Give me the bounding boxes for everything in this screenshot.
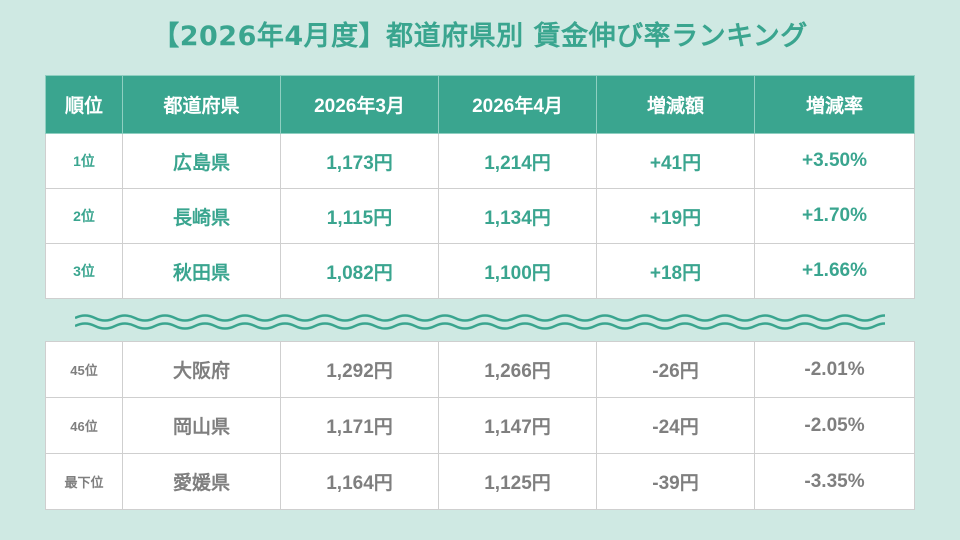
prefecture-cell: 秋田県 bbox=[122, 243, 281, 299]
table-row: 2位 長崎県 1,115円 1,134円 +19円 +1.70% bbox=[45, 188, 915, 244]
prefecture-cell: 大阪府 bbox=[122, 341, 281, 398]
header-rank: 順位 bbox=[45, 75, 123, 134]
change-amount-cell: +41円 bbox=[596, 133, 755, 189]
rank-cell: 最下位 bbox=[45, 453, 123, 510]
change-rate-cell: -2.01% bbox=[754, 341, 915, 398]
header-change-amount: 増減額 bbox=[596, 75, 755, 134]
change-amount-cell: +19円 bbox=[596, 188, 755, 244]
march-wage-cell: 1,164円 bbox=[280, 453, 439, 510]
header-april-2026: 2026年4月 bbox=[438, 75, 597, 134]
april-wage-cell: 1,266円 bbox=[438, 341, 597, 398]
change-amount-cell: +18円 bbox=[596, 243, 755, 299]
change-rate-cell: +1.66% bbox=[754, 243, 915, 299]
page-title: 【2026年4月度】都道府県別 賃金伸び率ランキング bbox=[152, 21, 808, 52]
table-row: 最下位 愛媛県 1,164円 1,125円 -39円 -3.35% bbox=[45, 453, 915, 510]
april-wage-cell: 1,147円 bbox=[438, 397, 597, 454]
prefecture-cell: 愛媛県 bbox=[122, 453, 281, 510]
march-wage-cell: 1,292円 bbox=[280, 341, 439, 398]
table-header-row: 順位 都道府県 2026年3月 2026年4月 増減額 増減率 bbox=[45, 75, 915, 134]
rank-cell: 45位 bbox=[45, 341, 123, 398]
ranking-table-top: 順位 都道府県 2026年3月 2026年4月 増減額 増減率 1位 広島県 1… bbox=[45, 75, 915, 299]
change-rate-cell: -3.35% bbox=[754, 453, 915, 510]
april-wage-cell: 1,214円 bbox=[438, 133, 597, 189]
march-wage-cell: 1,115円 bbox=[280, 188, 439, 244]
april-wage-cell: 1,134円 bbox=[438, 188, 597, 244]
change-rate-cell: +3.50% bbox=[754, 133, 915, 189]
prefecture-cell: 長崎県 bbox=[122, 188, 281, 244]
header-march-2026: 2026年3月 bbox=[280, 75, 439, 134]
change-rate-cell: -2.05% bbox=[754, 397, 915, 454]
wavy-break-icon bbox=[75, 314, 885, 330]
rank-cell: 1位 bbox=[45, 133, 123, 189]
table-row: 46位 岡山県 1,171円 1,147円 -24円 -2.05% bbox=[45, 397, 915, 454]
table-row: 45位 大阪府 1,292円 1,266円 -26円 -2.01% bbox=[45, 341, 915, 398]
change-amount-cell: -26円 bbox=[596, 341, 755, 398]
header-change-rate: 増減率 bbox=[754, 75, 915, 134]
change-amount-cell: -39円 bbox=[596, 453, 755, 510]
change-amount-cell: -24円 bbox=[596, 397, 755, 454]
march-wage-cell: 1,171円 bbox=[280, 397, 439, 454]
rank-cell: 46位 bbox=[45, 397, 123, 454]
prefecture-cell: 広島県 bbox=[122, 133, 281, 189]
change-rate-cell: +1.70% bbox=[754, 188, 915, 244]
april-wage-cell: 1,125円 bbox=[438, 453, 597, 510]
march-wage-cell: 1,173円 bbox=[280, 133, 439, 189]
table-row: 1位 広島県 1,173円 1,214円 +41円 +3.50% bbox=[45, 133, 915, 189]
rank-cell: 3位 bbox=[45, 243, 123, 299]
march-wage-cell: 1,082円 bbox=[280, 243, 439, 299]
ranking-table-bottom: 45位 大阪府 1,292円 1,266円 -26円 -2.01% 46位 岡山… bbox=[45, 341, 915, 510]
rank-cell: 2位 bbox=[45, 188, 123, 244]
april-wage-cell: 1,100円 bbox=[438, 243, 597, 299]
table-row: 3位 秋田県 1,082円 1,100円 +18円 +1.66% bbox=[45, 243, 915, 299]
header-prefecture: 都道府県 bbox=[122, 75, 281, 134]
prefecture-cell: 岡山県 bbox=[122, 397, 281, 454]
